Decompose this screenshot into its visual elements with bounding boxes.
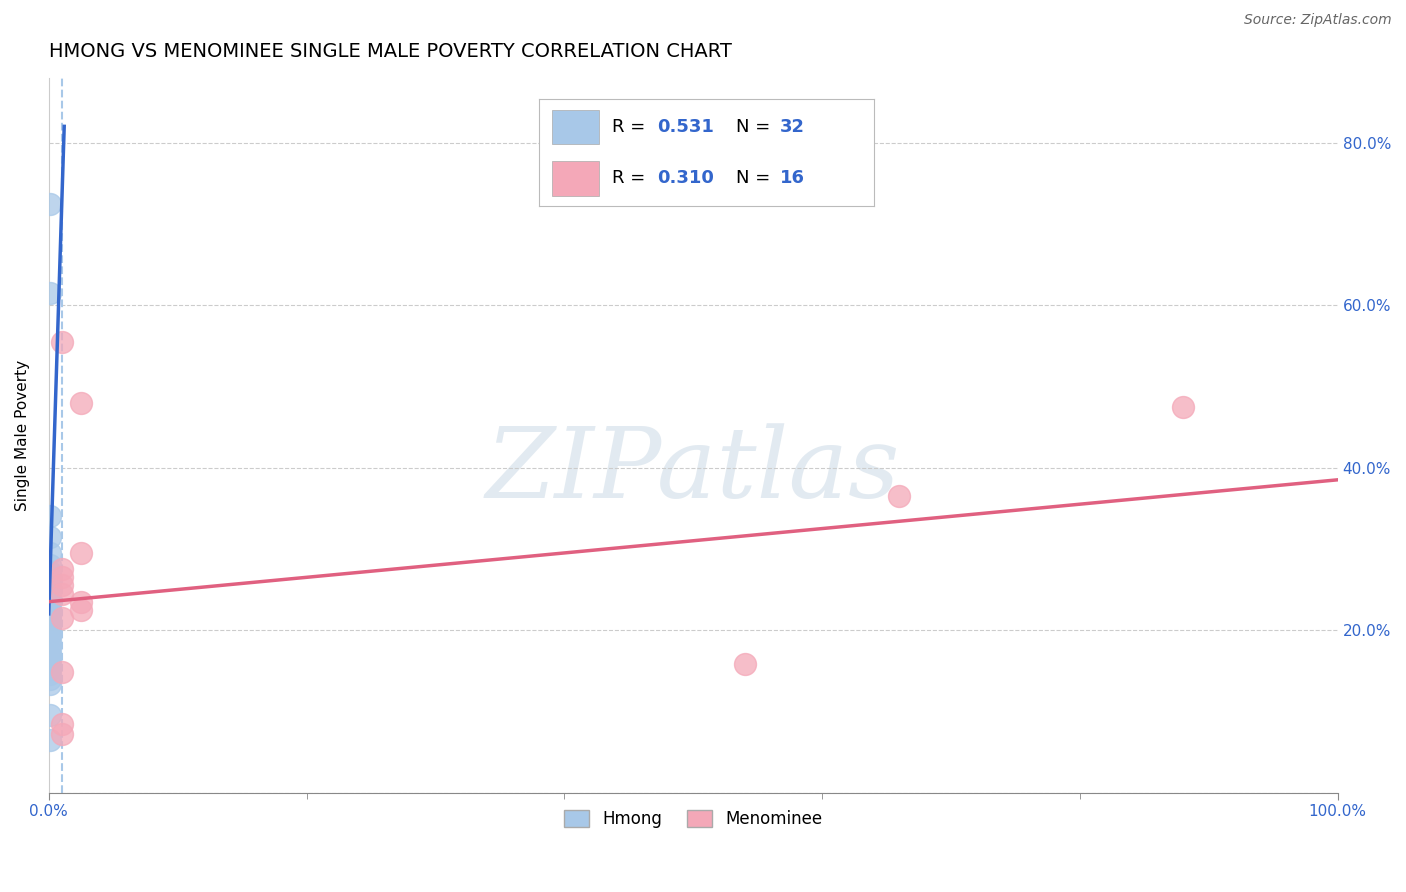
Point xyxy=(39,732,62,747)
Point xyxy=(51,570,73,584)
Text: HMONG VS MENOMINEE SINGLE MALE POVERTY CORRELATION CHART: HMONG VS MENOMINEE SINGLE MALE POVERTY C… xyxy=(49,42,731,61)
Y-axis label: Single Male Poverty: Single Male Poverty xyxy=(15,359,30,511)
Point xyxy=(39,652,62,666)
Point xyxy=(70,603,93,617)
Point xyxy=(39,285,62,300)
Point xyxy=(39,657,62,672)
Point xyxy=(51,334,73,349)
Point xyxy=(39,677,62,691)
Point xyxy=(70,595,93,609)
Point xyxy=(51,578,73,592)
Point xyxy=(39,574,62,589)
Point xyxy=(39,623,62,637)
Point xyxy=(39,584,62,599)
Point xyxy=(39,672,62,686)
Point xyxy=(39,648,62,662)
Point xyxy=(51,562,73,576)
Point xyxy=(39,632,62,647)
Point xyxy=(734,657,756,672)
Legend: Hmong, Menominee: Hmong, Menominee xyxy=(557,803,830,834)
Point xyxy=(889,489,911,503)
Point xyxy=(39,604,62,618)
Point xyxy=(51,727,73,741)
Point xyxy=(70,395,93,409)
Point xyxy=(39,608,62,623)
Point xyxy=(51,611,73,625)
Point xyxy=(1171,400,1194,414)
Point xyxy=(39,708,62,723)
Point xyxy=(39,662,62,676)
Point xyxy=(39,530,62,544)
Point xyxy=(39,558,62,573)
Point xyxy=(39,579,62,593)
Point xyxy=(70,546,93,560)
Text: ZIPatlas: ZIPatlas xyxy=(486,423,900,518)
Point xyxy=(39,589,62,603)
Point xyxy=(39,565,62,579)
Point xyxy=(39,196,62,211)
Point xyxy=(39,546,62,560)
Point xyxy=(39,667,62,681)
Point xyxy=(39,638,62,652)
Point xyxy=(39,628,62,642)
Point xyxy=(39,599,62,613)
Point xyxy=(39,594,62,608)
Point xyxy=(51,665,73,680)
Point xyxy=(39,642,62,657)
Point xyxy=(39,619,62,633)
Point xyxy=(39,570,62,584)
Point xyxy=(39,509,62,524)
Text: Source: ZipAtlas.com: Source: ZipAtlas.com xyxy=(1244,13,1392,28)
Point xyxy=(39,614,62,628)
Point xyxy=(51,716,73,731)
Point xyxy=(51,586,73,600)
